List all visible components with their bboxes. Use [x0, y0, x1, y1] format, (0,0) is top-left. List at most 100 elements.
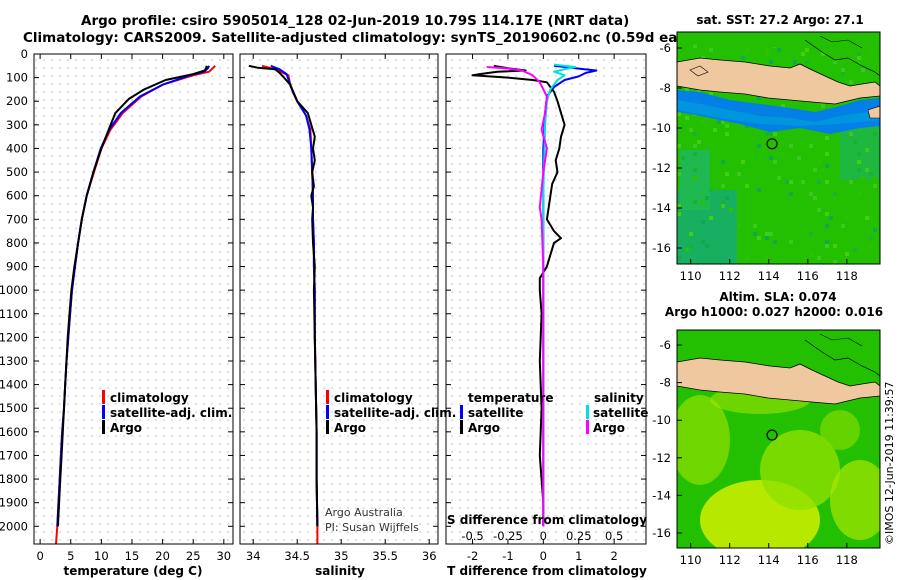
sst-pixel [857, 52, 861, 56]
sst-pixel [857, 168, 861, 172]
sst-pixel [853, 248, 857, 252]
sst-pixel [677, 172, 681, 176]
sst-pixel [725, 132, 729, 136]
sst-pixel [789, 240, 793, 244]
x-tick-label: 35 [334, 549, 349, 563]
sst-pixel [737, 224, 741, 228]
sst-pixel [789, 192, 793, 196]
sst-pixel [865, 148, 869, 152]
sst-pixel [801, 52, 805, 56]
map-x-tick-label: 114 [758, 553, 780, 567]
legend-s-satellite: satellite [593, 406, 648, 420]
sst-pixel [701, 200, 705, 204]
sst-pixel [833, 60, 837, 64]
sst-pixel [813, 168, 817, 172]
x-tick-label: 30 [216, 549, 231, 563]
sst-pixel [825, 244, 829, 248]
sst-pixel [769, 60, 773, 64]
depth-tick-label: 1100 [0, 307, 28, 321]
map-y-tick-label: -6 [660, 338, 671, 352]
sst-pixel [713, 128, 717, 132]
sst-pixel [753, 224, 757, 228]
sst-pixel [721, 200, 725, 204]
sst-pixel [785, 180, 789, 184]
series-line-argo [248, 64, 319, 527]
x-tick-label: 2 [610, 549, 617, 563]
sst-pixel [765, 52, 769, 56]
sst-pixel [681, 156, 685, 160]
depth-tick-label: 900 [6, 260, 28, 274]
sst-pixel [709, 188, 713, 192]
sst-pixel [825, 212, 829, 216]
sst-map-title: sat. SST: 27.2 Argo: 27.1 [696, 13, 863, 27]
sst-pixel [737, 172, 741, 176]
s-difference-label: S difference from climatology [447, 513, 647, 527]
sst-pixel [825, 224, 829, 228]
x-tick-label: 0 [36, 549, 43, 563]
sst-pixel [717, 120, 721, 124]
series-line-argo [56, 65, 208, 527]
sst-pixel [693, 132, 697, 136]
depth-tick-label: 1400 [0, 378, 28, 392]
sst-pixel [821, 104, 825, 108]
depth-axis: 0 100 200 300 400 500 600 700 800 900 1000 1100 1200… [0, 47, 28, 533]
s-tick-label: 0 [540, 529, 547, 543]
temperature-xlabel: temperature (deg C) [64, 564, 203, 578]
x-tick-label: 20 [155, 549, 170, 563]
temperature-panel: 0 5 10 15 20 25 30 temperature (deg C) climato… [33, 53, 234, 578]
x-tick-label: 0 [540, 549, 547, 563]
sst-pixel [873, 228, 877, 232]
sst-pixel [677, 144, 681, 148]
sst-pixel [821, 52, 825, 56]
sst-pixel [817, 160, 821, 164]
map-x-tick-label: 116 [797, 553, 819, 567]
sst-pixel [721, 184, 725, 188]
sst-pixel [825, 136, 829, 140]
sst-pixel [757, 96, 761, 100]
depth-tick-label: 500 [6, 165, 28, 179]
sst-pixel [677, 112, 681, 116]
sst-pixel [693, 200, 697, 204]
sst-pixel [793, 60, 797, 64]
sst-pixel [701, 220, 705, 224]
sla-argo-position-marker [766, 429, 778, 441]
sst-pixel [705, 196, 709, 200]
sst-pixel [769, 232, 773, 236]
sst-pixel [725, 124, 729, 128]
map-y-tick-label: -8 [660, 376, 671, 390]
series-line-s-argo [486, 66, 548, 527]
sst-pixel [773, 160, 777, 164]
sst-pixel [861, 176, 865, 180]
map-y-tick-label: -6 [660, 41, 671, 55]
series-line-t-argo [471, 64, 566, 527]
sst-pixel [765, 256, 769, 260]
sst-pixel [757, 188, 761, 192]
map-x-tick-label: 112 [719, 553, 741, 567]
header-line-2: Climatology: CARS2009. Satellite-adjuste… [23, 30, 715, 46]
difference-legend: temperature satellite Argo salinity sate… [460, 391, 648, 435]
sst-pixel [677, 204, 681, 208]
sst-map: sat. SST: 27.2 Argo: 27.1 110 112 114 116 11… [652, 13, 881, 283]
s-tick-label: -0.5 [461, 529, 483, 543]
sst-pixel [773, 132, 777, 136]
map-y-tick-label: -10 [652, 121, 671, 135]
map-y-tick-label: -8 [660, 81, 671, 95]
sst-pixel [869, 48, 873, 52]
s-tick-label: 0.25 [566, 529, 592, 543]
sst-pixel [789, 100, 793, 104]
sst-pixel [765, 132, 769, 136]
sst-pixel [805, 48, 809, 52]
sst-pixel [809, 144, 813, 148]
x-tick-label: -1 [502, 549, 513, 563]
sst-pixel [817, 180, 821, 184]
sst-pixel [781, 104, 785, 108]
imos-timestamp: ©IMOS 12-Jun-2019 11:39:57 [883, 381, 896, 545]
depth-tick-label: 200 [6, 94, 28, 108]
sst-pixel [677, 256, 681, 260]
sst-pixel [765, 48, 769, 52]
map-y-tick-label: -12 [652, 451, 671, 465]
sst-pixel [701, 120, 705, 124]
sst-pixel [693, 152, 697, 156]
depth-tick-label: 1600 [0, 425, 28, 439]
sst-pixel [789, 144, 793, 148]
